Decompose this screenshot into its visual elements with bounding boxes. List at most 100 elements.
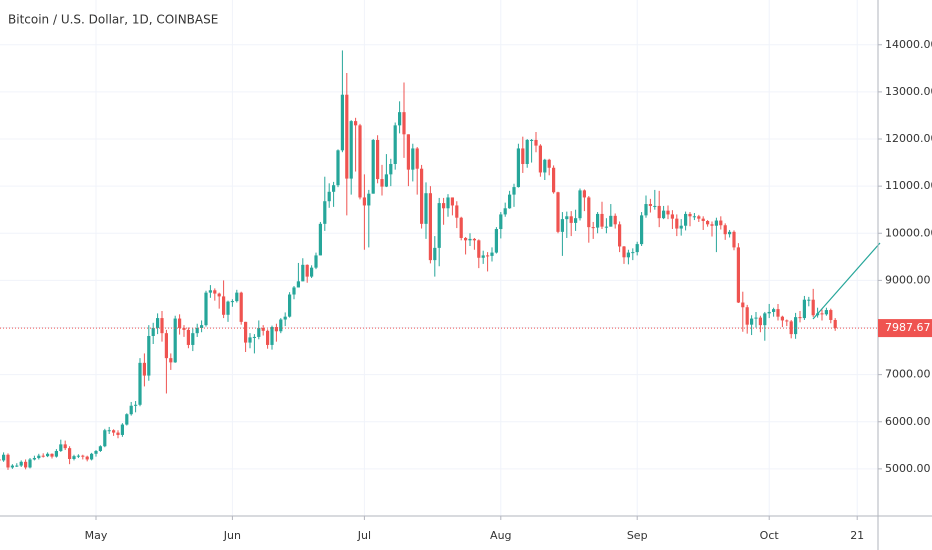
candle-body: [103, 430, 107, 447]
candle-body: [780, 316, 784, 321]
candle-body: [785, 320, 789, 322]
candle-body: [186, 329, 190, 345]
y-tick-label: 12000.00: [885, 132, 932, 145]
chart-title: Bitcoin / U.S. Dollar, 1D, COINBASE: [8, 13, 218, 27]
price-label: 7987.67: [885, 321, 931, 334]
candle-body: [736, 247, 740, 303]
candle-body: [609, 215, 613, 227]
candle-body: [776, 309, 780, 317]
y-tick-label: 7000.00: [885, 368, 931, 381]
candle-body: [758, 317, 762, 326]
candle-body: [648, 204, 652, 206]
candle-body: [688, 213, 692, 217]
candle-body: [244, 321, 248, 343]
y-tick-label: 11000.00: [885, 179, 932, 192]
candle-body: [420, 168, 424, 224]
candle-body: [710, 224, 714, 226]
candle-body: [424, 193, 428, 224]
candle-body: [138, 362, 142, 405]
candle-body: [50, 453, 54, 457]
candle-body: [323, 201, 327, 224]
candle-body: [512, 187, 516, 195]
candle-body: [455, 205, 459, 218]
x-tick-label: Aug: [490, 529, 511, 542]
candle-body: [798, 317, 802, 319]
candle-body: [534, 139, 538, 146]
candle-body: [807, 299, 811, 301]
candle-body: [15, 465, 19, 467]
candle-body: [389, 163, 393, 175]
candle-body: [160, 318, 164, 334]
y-tick-label: 6000.00: [885, 415, 931, 428]
trend-line: [812, 242, 881, 320]
candle-body: [692, 216, 696, 218]
candle-body: [824, 310, 828, 315]
candle-body: [829, 310, 833, 320]
candle-body: [640, 215, 644, 245]
candle-body: [54, 450, 58, 457]
candle-body: [129, 405, 133, 415]
y-tick-label: 9000.00: [885, 273, 931, 286]
candle-body: [538, 145, 542, 173]
candle-body: [697, 216, 701, 219]
candle-body: [618, 224, 622, 247]
candle-body: [442, 203, 446, 209]
candle-body: [384, 174, 388, 187]
candle-body: [195, 327, 199, 334]
candle-body: [230, 301, 234, 303]
candle-body: [490, 252, 494, 256]
candle-body: [714, 220, 718, 226]
candle-body: [521, 148, 525, 164]
candle-body: [208, 290, 212, 293]
candle-body: [657, 205, 661, 219]
candle-body: [560, 219, 564, 232]
x-tick-label: 21: [850, 529, 864, 542]
candle-body: [107, 430, 111, 432]
candle-body: [741, 302, 745, 308]
candle-body: [257, 327, 261, 337]
candles: [0, 50, 878, 470]
candle-body: [450, 197, 454, 206]
candle-body: [543, 159, 547, 173]
candle-body: [464, 237, 468, 241]
x-tick-label: Sep: [627, 529, 648, 542]
candle-body: [622, 246, 626, 258]
candle-body: [204, 292, 208, 326]
candle-body: [477, 240, 481, 258]
candle-body: [90, 453, 94, 460]
candle-body: [772, 309, 776, 312]
candle-body: [147, 335, 151, 376]
candle-body: [406, 134, 410, 170]
candle-body: [200, 325, 204, 328]
candle-body: [222, 296, 226, 315]
candle-body: [587, 197, 591, 228]
candle-body: [701, 218, 705, 222]
candle-body: [811, 299, 815, 316]
candle-body: [340, 94, 344, 151]
candle-body: [226, 301, 230, 315]
candle-body: [666, 210, 670, 215]
candle-body: [191, 333, 195, 345]
candle-body: [178, 318, 182, 328]
candle-body: [591, 227, 595, 229]
candle-body: [402, 112, 406, 135]
candle-body: [28, 459, 32, 468]
candle-body: [802, 299, 806, 319]
candle-body: [94, 450, 98, 454]
candle-body: [98, 446, 102, 451]
candle-body: [125, 414, 129, 425]
candle-body: [433, 247, 437, 261]
candle-body: [631, 252, 635, 254]
candle-body: [156, 318, 160, 328]
candle-body: [336, 150, 340, 186]
candle-body: [63, 444, 67, 449]
candle-body: [459, 217, 463, 238]
candle-body: [574, 218, 578, 223]
candle-body: [582, 190, 586, 198]
candle-body: [820, 313, 824, 315]
y-tick-label: 5000.00: [885, 462, 931, 475]
candle-body: [393, 125, 397, 164]
candle-body: [767, 311, 771, 314]
candle-body: [604, 226, 608, 228]
